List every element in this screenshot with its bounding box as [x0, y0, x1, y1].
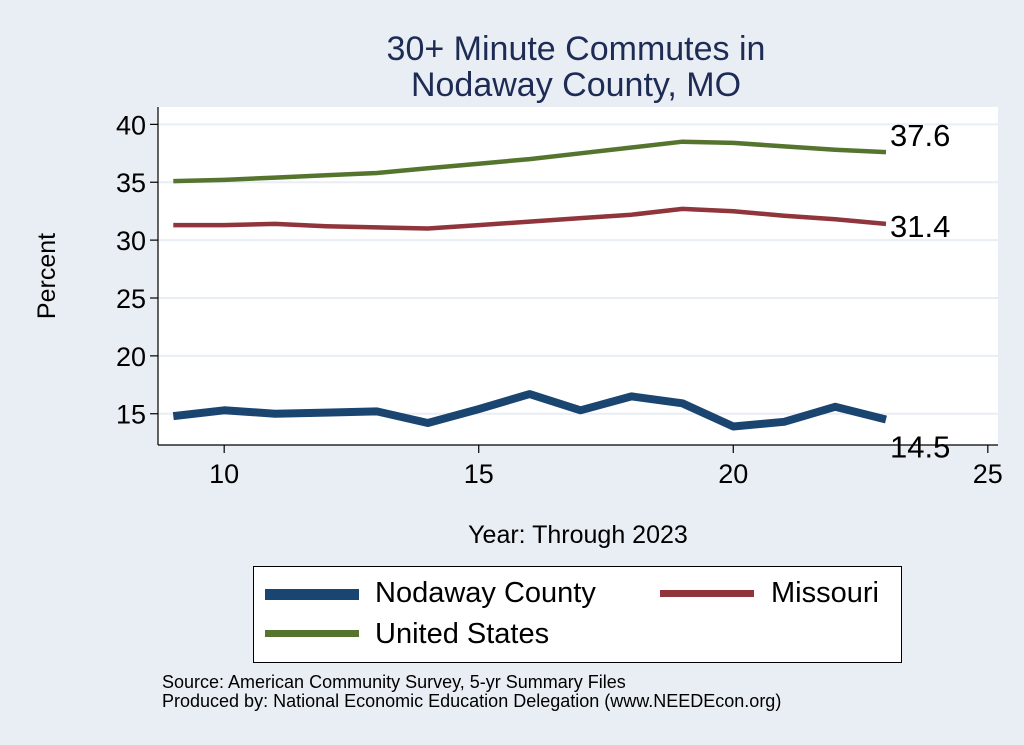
y-tick-label: 20 — [116, 342, 146, 372]
y-axis-label: Percent — [33, 233, 61, 319]
source-note: Source: American Community Survey, 5-yr … — [162, 672, 626, 692]
legend-label-us: United States — [375, 618, 550, 650]
x-tick-label: 20 — [718, 459, 748, 489]
plot-area — [158, 107, 998, 445]
y-tick-label: 25 — [116, 284, 146, 314]
chart-title-line-2: Nodaway County, MO — [410, 66, 742, 104]
x-tick-label: 15 — [464, 459, 494, 489]
x-tick-label: 10 — [209, 459, 239, 489]
end-value-label: 14.5 — [890, 430, 950, 465]
y-tick-label: 30 — [116, 226, 146, 256]
series-line-0 — [172, 390, 887, 431]
producer-note: Produced by: National Economic Education… — [162, 691, 782, 711]
y-tick-label: 35 — [116, 168, 146, 198]
x-tick-label: 25 — [973, 459, 1003, 489]
y-tick-label: 15 — [116, 400, 146, 430]
legend-swatch-us — [265, 630, 359, 637]
series-line-1 — [173, 206, 887, 231]
x-axis-label: Year: Through 2023 — [468, 521, 688, 549]
legend-label-nodaway: Nodaway County — [375, 577, 596, 609]
legend-swatch-missouri — [660, 590, 754, 597]
end-value-label: 31.4 — [890, 209, 950, 244]
series-line-2 — [173, 139, 887, 184]
legend: Nodaway County Missouri United States — [253, 566, 902, 663]
chart-title-line-1: 30+ Minute Commutes in — [386, 30, 766, 68]
y-tick-label: 40 — [116, 110, 146, 140]
legend-label-missouri: Missouri — [771, 577, 879, 609]
legend-swatch-nodaway — [265, 589, 359, 600]
end-value-label: 37.6 — [890, 118, 950, 153]
